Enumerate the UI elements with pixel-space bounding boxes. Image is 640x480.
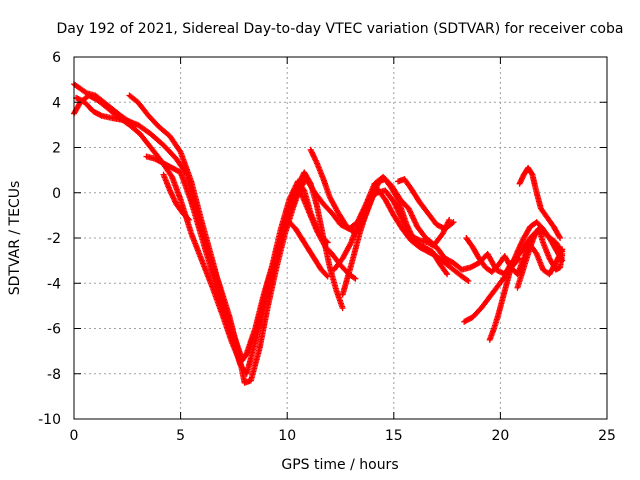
data-point: [186, 216, 193, 223]
data-point: [556, 233, 563, 240]
data-point: [559, 250, 566, 257]
x-tick-label: 0: [70, 428, 79, 444]
data-point: [339, 305, 346, 312]
data-points: [71, 81, 566, 386]
data-point: [443, 269, 450, 276]
data-point: [444, 271, 451, 278]
data-point: [347, 240, 354, 247]
data-series: [486, 219, 566, 343]
data-point: [446, 216, 453, 223]
x-tick-label: 10: [278, 428, 296, 444]
data-point: [557, 235, 564, 241]
y-tick-label: 0: [52, 186, 61, 202]
data-point: [515, 256, 522, 263]
x-tick-label: 25: [598, 428, 616, 444]
data-point: [394, 195, 401, 202]
x-tick-label: 15: [385, 428, 403, 444]
data-point: [324, 273, 331, 280]
data-point: [306, 179, 313, 186]
grid-lines: [74, 57, 607, 419]
data-series: [516, 164, 564, 241]
data-point: [323, 272, 330, 279]
data-series: [339, 185, 472, 298]
data-point: [450, 219, 457, 226]
data-point: [185, 215, 192, 222]
y-tick-label: -2: [47, 231, 61, 247]
data-series: [160, 171, 193, 223]
data-series: [284, 216, 331, 280]
data-point: [351, 274, 358, 281]
data-series: [514, 225, 566, 291]
y-tick-label: 2: [52, 141, 61, 157]
data-point: [464, 277, 471, 284]
y-tick-label: -10: [38, 412, 61, 428]
y-tick-label: -8: [47, 367, 61, 383]
x-axis-label: GPS time / hours: [281, 457, 398, 473]
data-series: [395, 176, 457, 232]
chart-title: Day 192 of 2021, Sidereal Day-to-day VTE…: [57, 21, 624, 37]
y-tick-label: -4: [47, 276, 61, 292]
data-point: [449, 220, 456, 227]
data-point: [465, 277, 472, 284]
y-tick-label: -6: [47, 322, 61, 338]
y-tick-label: 4: [52, 95, 61, 111]
data-series: [143, 153, 346, 377]
y-axis-label: SDTVAR / TECUs: [7, 181, 23, 296]
data-point: [82, 89, 89, 96]
data-series: [73, 94, 453, 386]
axis-ticks: 0 5 10 15 20 25 -10 -8 -6 -4 -2 0 2 4 6: [38, 50, 616, 444]
data-point: [516, 255, 523, 262]
data-point: [352, 275, 359, 282]
x-tick-label: 20: [491, 428, 509, 444]
x-tick-label: 5: [176, 428, 185, 444]
data-series: [461, 255, 523, 325]
y-tick-label: 6: [52, 50, 61, 66]
